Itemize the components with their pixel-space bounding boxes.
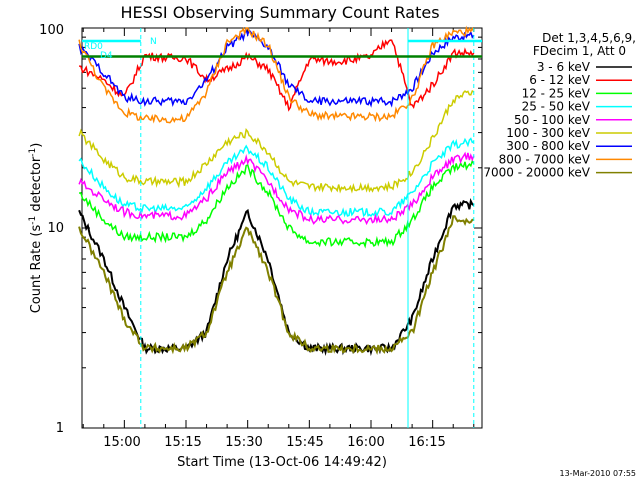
legend-label: 7000 - 20000 keV — [483, 166, 590, 180]
legend-label: 6 - 12 keV — [529, 73, 591, 87]
series-line-3-6-kev — [78, 198, 475, 357]
legend-label: 300 - 800 keV — [506, 139, 590, 153]
series-layer — [78, 25, 475, 357]
x-tick-label-1530: 15:30 — [225, 435, 262, 450]
legend-label: 50 - 100 keV — [514, 113, 591, 127]
x-tick-label-1500: 15:00 — [103, 435, 140, 450]
y-tick-label-1: 1 — [56, 421, 64, 436]
series-line-12-25-kev — [78, 159, 475, 249]
series-line-800-7000-kev — [78, 25, 475, 124]
x-tick-label-1600: 16:00 — [347, 435, 384, 450]
series-line-300-800-kev — [78, 28, 475, 108]
chart-title: HESSI Observing Summary Count Rates — [120, 3, 439, 22]
legend-label: 25 - 50 keV — [522, 100, 591, 114]
x-axis-label: Start Time (13-Oct-06 14:49:42) — [177, 455, 387, 470]
legend-header-1: Det 1,3,4,5,6,9, — [542, 31, 636, 45]
legend-label: 12 - 25 keV — [522, 86, 591, 100]
series-line-6-12-kev — [78, 39, 475, 112]
y-tick-label-100: 100 — [39, 23, 64, 38]
series-line-50-100-kev — [78, 151, 475, 226]
legend-header-2: FDecim 1, Att 0 — [533, 44, 626, 58]
y-axis-label: Count Rate (s-1 detector-1) — [28, 143, 44, 314]
series-line-7000-20000-kev — [78, 215, 474, 355]
y-tick-label-10: 10 — [47, 221, 64, 236]
footer-date: 13-Mar-2010 07:55 — [560, 469, 637, 478]
plot-frame — [81, 27, 483, 429]
legend-label: 100 - 300 keV — [506, 126, 590, 140]
series-line-25-50-kev — [78, 137, 475, 218]
flag-label: N — [150, 37, 157, 47]
legend-label: 3 - 6 keV — [537, 60, 591, 74]
x-tick-label-1615: 16:15 — [408, 435, 445, 450]
axis-ticks — [82, 28, 482, 429]
x-tick-label-1515: 15:15 — [164, 435, 201, 450]
series-line-100-300-kev — [78, 89, 475, 194]
flag-label: D4 — [100, 51, 113, 61]
flag-label: RD0 — [84, 42, 103, 52]
legend-label: 800 - 7000 keV — [499, 152, 591, 166]
x-tick-label-1545: 15:45 — [286, 435, 323, 450]
